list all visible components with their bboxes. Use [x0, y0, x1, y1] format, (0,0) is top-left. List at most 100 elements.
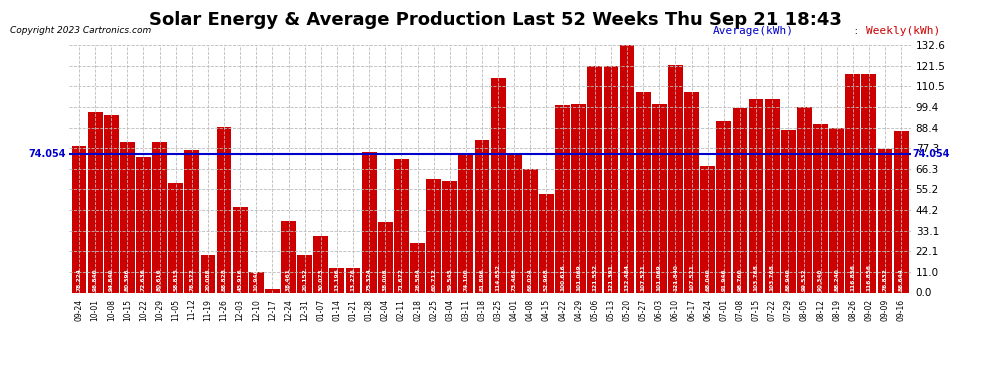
Text: 26.584: 26.584: [415, 268, 420, 291]
Bar: [877, 149, 892, 292]
Text: 101.069: 101.069: [576, 264, 581, 291]
Text: 121.391: 121.391: [609, 264, 614, 291]
Text: 13.196: 13.196: [335, 268, 340, 291]
Bar: [540, 194, 553, 292]
Text: 10.946: 10.946: [253, 268, 258, 291]
Bar: [700, 165, 715, 292]
Text: 74.054: 74.054: [913, 149, 950, 159]
Text: Weekly(kWh): Weekly(kWh): [866, 26, 940, 36]
Text: 98.760: 98.760: [738, 268, 742, 291]
Text: 121.552: 121.552: [592, 264, 597, 291]
Text: 103.768: 103.768: [753, 264, 758, 291]
Text: 86.644: 86.644: [899, 268, 904, 291]
Text: 96.840: 96.840: [93, 268, 98, 291]
Bar: [458, 154, 473, 292]
Bar: [88, 112, 103, 292]
Text: 38.008: 38.008: [383, 268, 388, 291]
Text: :: :: [851, 26, 862, 36]
Bar: [684, 92, 699, 292]
Text: 101.069: 101.069: [656, 264, 662, 291]
Bar: [781, 130, 796, 292]
Text: 76.572: 76.572: [189, 268, 194, 291]
Text: 100.616: 100.616: [560, 264, 565, 291]
Bar: [443, 182, 457, 292]
Text: 116.856: 116.856: [866, 264, 871, 291]
Bar: [71, 147, 86, 292]
Text: 76.832: 76.832: [882, 268, 887, 291]
Text: 90.340: 90.340: [818, 268, 823, 291]
Bar: [523, 169, 538, 292]
Text: 99.532: 99.532: [802, 268, 807, 291]
Bar: [830, 128, 844, 292]
Text: 74.100: 74.100: [463, 268, 468, 291]
Text: 60.712: 60.712: [431, 268, 437, 291]
Bar: [297, 255, 312, 292]
Bar: [136, 157, 150, 292]
Bar: [184, 150, 199, 292]
Bar: [361, 152, 376, 292]
Text: 107.521: 107.521: [689, 264, 694, 291]
Bar: [427, 179, 441, 292]
Text: Average(kWh): Average(kWh): [713, 26, 794, 36]
Text: 38.461: 38.461: [286, 268, 291, 291]
Bar: [152, 142, 167, 292]
Bar: [717, 121, 732, 292]
Text: 103.768: 103.768: [769, 264, 774, 291]
Text: 80.616: 80.616: [157, 268, 162, 291]
Text: 66.024: 66.024: [528, 268, 533, 291]
Bar: [636, 92, 650, 292]
Text: 88.240: 88.240: [835, 268, 840, 291]
Bar: [651, 104, 666, 292]
Bar: [120, 142, 135, 292]
Bar: [797, 107, 812, 292]
Bar: [265, 289, 280, 292]
Bar: [813, 124, 828, 292]
Bar: [410, 243, 425, 292]
Bar: [330, 268, 345, 292]
Bar: [248, 272, 263, 292]
Text: 121.840: 121.840: [673, 264, 678, 291]
Bar: [555, 105, 570, 292]
Bar: [894, 131, 909, 292]
Text: 107.521: 107.521: [641, 264, 645, 291]
Text: Copyright 2023 Cartronics.com: Copyright 2023 Cartronics.com: [10, 26, 151, 35]
Text: 91.946: 91.946: [722, 268, 727, 291]
Text: 132.484: 132.484: [625, 264, 630, 291]
Bar: [233, 207, 248, 292]
Bar: [748, 99, 763, 292]
Bar: [281, 221, 296, 292]
Text: 86.940: 86.940: [786, 268, 791, 291]
Text: 58.815: 58.815: [173, 268, 178, 291]
Bar: [668, 65, 683, 292]
Bar: [346, 268, 360, 292]
Text: Solar Energy & Average Production Last 52 Weeks Thu Sep 21 18:43: Solar Energy & Average Production Last 5…: [148, 11, 842, 29]
Text: 80.396: 80.396: [125, 268, 130, 291]
Text: 13.276: 13.276: [350, 268, 355, 291]
Text: 71.672: 71.672: [399, 268, 404, 291]
Text: 114.852: 114.852: [496, 264, 501, 291]
Text: 20.152: 20.152: [302, 268, 307, 291]
Text: 78.224: 78.224: [76, 268, 81, 291]
Bar: [378, 222, 393, 292]
Bar: [604, 66, 619, 292]
Bar: [474, 140, 489, 292]
Text: 88.828: 88.828: [222, 268, 227, 291]
Bar: [764, 99, 779, 292]
Bar: [394, 159, 409, 292]
Bar: [217, 127, 232, 292]
Text: 116.856: 116.856: [850, 264, 855, 291]
Text: 45.916: 45.916: [238, 268, 243, 291]
Bar: [507, 155, 522, 292]
Bar: [491, 78, 506, 292]
Text: 73.468: 73.468: [512, 268, 517, 291]
Bar: [314, 236, 329, 292]
Bar: [201, 255, 216, 292]
Bar: [104, 116, 119, 292]
Text: 59.545: 59.545: [447, 268, 452, 291]
Text: 72.636: 72.636: [141, 268, 146, 291]
Text: 74.054: 74.054: [29, 149, 66, 159]
Text: 94.840: 94.840: [109, 268, 114, 291]
Text: 52.968: 52.968: [544, 268, 549, 291]
Bar: [571, 104, 586, 292]
Bar: [168, 183, 183, 292]
